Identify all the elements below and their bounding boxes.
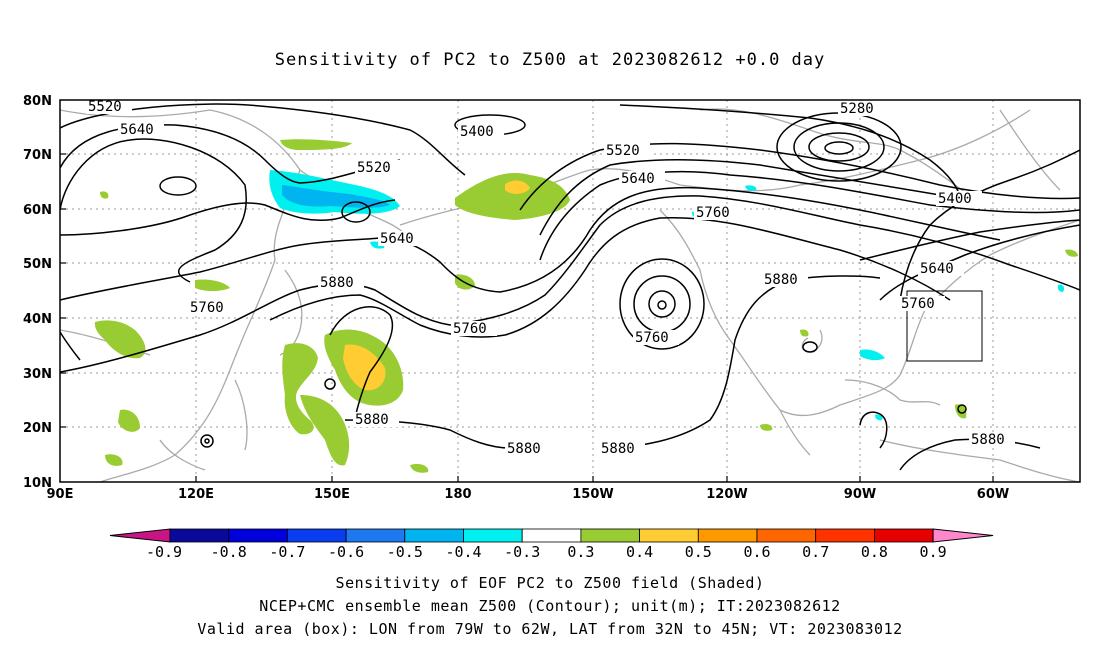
- sensitivity-shading: [94, 139, 1078, 473]
- lon-label: 120W: [706, 487, 747, 502]
- colorbar-box: [697, 528, 758, 543]
- contour-label: 5880: [971, 432, 1005, 448]
- contour-label: 5760: [190, 300, 224, 316]
- contour-label: 5880: [355, 412, 389, 428]
- contour-label: 5400: [938, 191, 972, 207]
- axis-ticks: [60, 153, 994, 482]
- contour-label: 5280: [840, 101, 874, 117]
- footer-line-1: Sensitivity of EOF PC2 to Z500 field (Sh…: [335, 574, 765, 592]
- lon-label: 120E: [178, 487, 214, 502]
- plot-frame: [59, 99, 1081, 483]
- colorbar-label: 0.7: [802, 543, 829, 561]
- lat-label: 30N: [23, 367, 52, 382]
- colorbar-label: 0.9: [920, 543, 947, 561]
- colorbar-box: [815, 528, 875, 543]
- lat-label: 50N: [23, 257, 52, 272]
- lat-label: 80N: [23, 94, 52, 109]
- lat-label: 70N: [23, 148, 52, 163]
- colorbar-label: 0.8: [861, 543, 888, 561]
- colorbar-box: [521, 528, 582, 543]
- colorbar-label: -0.4: [445, 543, 481, 561]
- colorbar-label: -0.6: [328, 543, 364, 561]
- colorbar-label: -0.3: [504, 543, 540, 561]
- contour-label: 5520: [88, 99, 122, 115]
- colorbar-box: [580, 528, 641, 543]
- colorbar-label: -0.8: [211, 543, 247, 561]
- colorbar: -0.9 -0.8 -0.7 -0.6 -0.5 -0.4 -0.3 0.3 0.4 0.5 0.6…: [109, 528, 994, 561]
- latitude-labels: 80N 70N 60N 50N 40N 30N 20N 10N: [23, 94, 52, 491]
- colorbar-box: [404, 528, 464, 543]
- lon-label: 180: [444, 487, 471, 502]
- contour-label: 5760: [901, 296, 935, 312]
- contour-label: 5760: [696, 205, 730, 221]
- lat-label: 40N: [23, 312, 52, 327]
- colorbar-arrow-left: [109, 528, 171, 543]
- contour-labels: 5520 5640 5400 5520 5520 5640 5280 5400 …: [86, 99, 1015, 457]
- colorbar-label: 0.3: [567, 543, 594, 561]
- chart-title: Sensitivity of PC2 to Z500 at 2023082612…: [274, 50, 826, 70]
- lon-label: 90E: [47, 487, 74, 502]
- contour-label: 5880: [601, 441, 635, 457]
- lat-label: 10N: [23, 476, 52, 491]
- lon-label: 60W: [977, 487, 1009, 502]
- colorbar-box: [756, 528, 817, 543]
- footer-line-3: Valid area (box): LON from 79W to 62W, L…: [197, 620, 903, 638]
- colorbar-label: 0.6: [743, 543, 770, 561]
- colorbar-box: [169, 528, 230, 543]
- colorbar-box: [874, 528, 934, 543]
- colorbar-label: 0.4: [626, 543, 653, 561]
- contour-label: 5520: [357, 160, 391, 176]
- colorbar-label: -0.9: [146, 543, 182, 561]
- colorbar-label: -0.7: [269, 543, 305, 561]
- colorbar-box: [228, 528, 288, 543]
- contour-label: 5880: [507, 441, 541, 457]
- lat-label: 20N: [23, 421, 52, 436]
- contour-label: 5640: [621, 171, 655, 187]
- colorbar-box: [463, 528, 523, 543]
- contour-label: 5640: [380, 231, 414, 247]
- contour-label: 5640: [120, 122, 154, 138]
- lat-label: 60N: [23, 203, 52, 218]
- contour-label: 5640: [920, 261, 954, 277]
- valid-area-box: [906, 290, 983, 362]
- contour-label: 5760: [453, 321, 487, 337]
- colorbar-box: [639, 528, 699, 543]
- colorbar-label: 0.5: [685, 543, 712, 561]
- contour-label: 5880: [764, 272, 798, 288]
- footer-line-2: NCEP+CMC ensemble mean Z500 (Contour); u…: [259, 597, 841, 615]
- colorbar-box: [286, 528, 347, 543]
- lon-label: 150E: [314, 487, 350, 502]
- contour-label: 5520: [606, 143, 640, 159]
- colorbar-box: [345, 528, 406, 543]
- z500-contours: [60, 103, 1080, 471]
- contour-label: 5400: [460, 124, 494, 140]
- lon-label: 150W: [572, 487, 613, 502]
- longitude-labels: 90E 120E 150E 180 150W 120W 90W 60W: [47, 487, 1010, 502]
- colorbar-arrow-right: [932, 528, 994, 543]
- contour-label: 5760: [635, 330, 669, 346]
- lon-label: 90W: [844, 487, 876, 502]
- contour-label: 5880: [320, 275, 354, 291]
- colorbar-label: -0.5: [387, 543, 423, 561]
